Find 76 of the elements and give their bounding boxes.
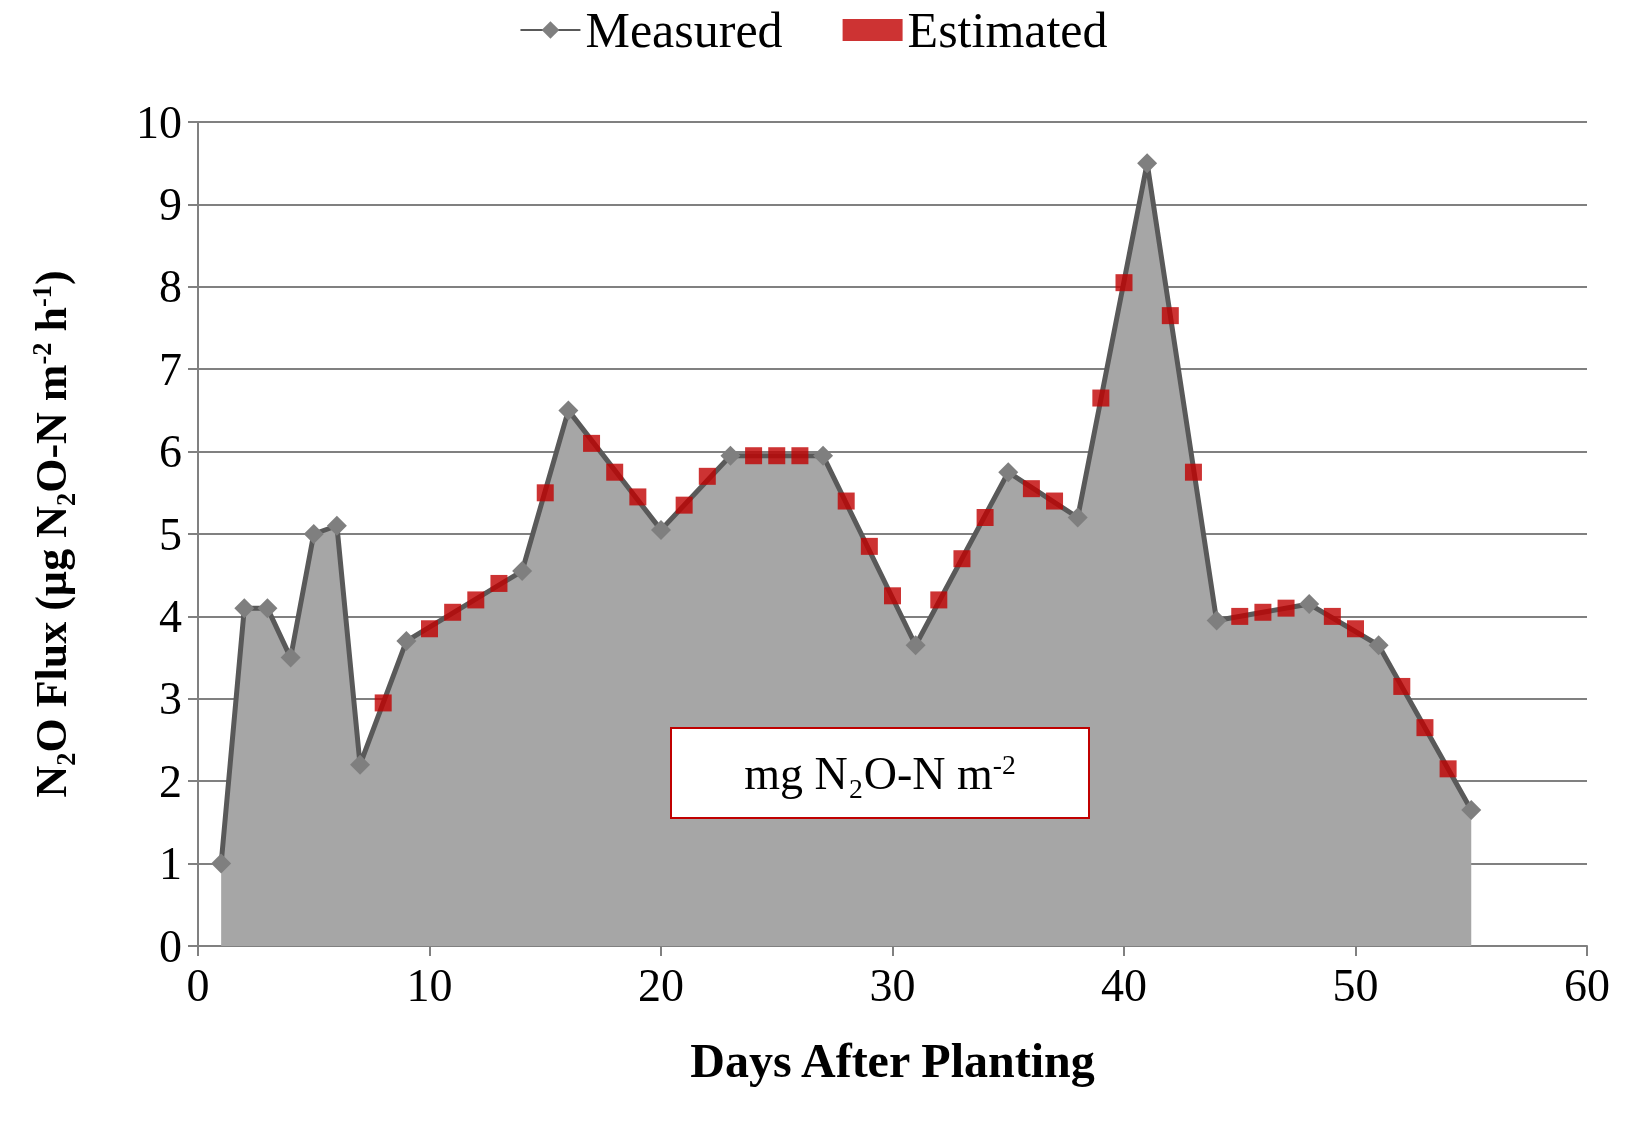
point: [421, 620, 438, 638]
point: [791, 447, 809, 465]
point: [1115, 274, 1133, 292]
point: [998, 462, 1019, 483]
point: [1022, 480, 1040, 498]
point: [905, 635, 926, 656]
point: [467, 591, 485, 609]
x-tick-label: 10: [406, 959, 453, 1011]
y-tick-label: 3: [159, 673, 182, 725]
y-tick-label: 1: [159, 838, 182, 890]
point: [512, 561, 533, 582]
point: [1254, 603, 1272, 621]
y-tick-label: 9: [159, 178, 182, 230]
point: [326, 515, 347, 536]
point: [1439, 760, 1457, 778]
point: [1161, 307, 1179, 325]
point: [884, 587, 901, 605]
point: [1416, 719, 1434, 737]
x-tick-label: 40: [1101, 959, 1147, 1011]
x-tick-label: 20: [638, 959, 684, 1011]
y-tick-label: 7: [159, 343, 182, 395]
point: [1393, 677, 1411, 695]
point: [211, 853, 232, 874]
y-tick-label: 6: [159, 426, 182, 478]
point: [1046, 492, 1064, 510]
point: [350, 754, 371, 775]
x-axis-title: Days After Planting: [690, 1033, 1095, 1087]
point: [698, 467, 716, 485]
point: [490, 574, 508, 592]
y-tick-label: 8: [159, 261, 182, 313]
point: [768, 447, 786, 465]
y-tick-label: 5: [159, 508, 182, 560]
y-axis-title: N₂O Flux (µg N₂O-N m-2 h-1): [26, 270, 76, 798]
point: [280, 647, 301, 668]
point: [1137, 153, 1158, 174]
point: [536, 484, 554, 502]
point: [837, 492, 855, 510]
point: [720, 445, 741, 466]
point: [651, 519, 671, 540]
legend-label: Estimated: [907, 2, 1108, 58]
point: [953, 550, 971, 568]
point: [303, 524, 324, 544]
point: [1368, 635, 1389, 656]
point: [1323, 607, 1341, 625]
point: [1277, 599, 1295, 617]
point: [1347, 620, 1364, 638]
y-tick-label: 2: [159, 755, 182, 807]
x-tick-label: 60: [1564, 959, 1610, 1011]
point: [860, 537, 878, 555]
point: [629, 488, 647, 506]
point: [234, 598, 255, 619]
point: [813, 445, 834, 466]
y-tick-label: 4: [159, 590, 182, 642]
point: [1184, 463, 1202, 481]
point: [1299, 594, 1320, 615]
point: [558, 400, 579, 421]
point: [675, 496, 693, 514]
y-tick-label: 0: [159, 920, 182, 972]
point: [976, 509, 994, 527]
point: [444, 603, 462, 621]
point: [1461, 800, 1482, 821]
y-tick-label: 10: [136, 96, 182, 148]
point: [583, 434, 601, 452]
x-tick-label: 50: [1332, 959, 1379, 1011]
point: [606, 463, 624, 481]
legend-label: Measured: [585, 2, 783, 58]
point: [930, 591, 948, 609]
point: [745, 447, 763, 465]
x-tick-label: 30: [869, 959, 916, 1011]
point: [257, 598, 278, 619]
point: [1231, 607, 1249, 625]
point: [374, 694, 392, 712]
point: [1067, 507, 1088, 528]
point: [1206, 610, 1227, 631]
point: [1092, 389, 1110, 407]
point: [396, 631, 417, 652]
